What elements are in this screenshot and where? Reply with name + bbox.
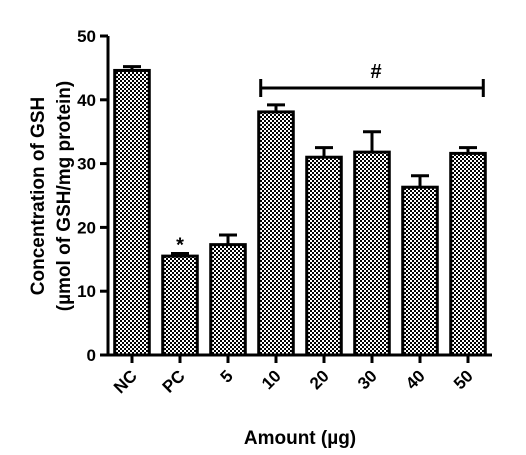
bar-5 xyxy=(209,243,247,357)
y-axis-title-line2: (µmol of GSH/mg protein) xyxy=(54,81,75,312)
bar-20 xyxy=(305,155,343,357)
y-tick-label: 50 xyxy=(77,27,96,46)
y-tick-label: 40 xyxy=(77,91,96,110)
x-tick-label-50: 50 xyxy=(450,366,477,393)
bar-10 xyxy=(257,110,295,357)
y-tick-label: 10 xyxy=(77,282,96,301)
y-axis-title: Concentration of GSH (µmol of GSH/mg pro… xyxy=(28,81,75,312)
bar-PC xyxy=(161,254,199,357)
significance-hash: # xyxy=(370,61,381,83)
x-tick-label-10: 10 xyxy=(258,366,285,393)
y-tick-label: 0 xyxy=(87,346,96,365)
y-tick-label: 30 xyxy=(77,155,96,174)
y-tick-label: 20 xyxy=(77,218,96,237)
annotations-group: *# xyxy=(176,61,485,257)
x-tick-label-30: 30 xyxy=(354,366,381,393)
bar-NC xyxy=(113,68,151,357)
significance-star: * xyxy=(176,235,184,257)
y-axis: 0 10 20 30 40 50 xyxy=(77,27,110,365)
bar-40 xyxy=(401,185,439,357)
x-tick-label-40: 40 xyxy=(402,366,429,393)
x-axis-title: Amount (µg) xyxy=(244,428,356,449)
error-bars-group xyxy=(123,65,477,257)
x-tick-label-NC: NC xyxy=(110,366,141,397)
y-axis-title-line1: Concentration of GSH xyxy=(28,97,49,295)
x-tick-label-20: 20 xyxy=(306,366,333,393)
bar-50 xyxy=(449,151,487,357)
x-axis: NC PC 5 10 20 30 40 50 xyxy=(106,353,492,397)
x-tick-label-5: 5 xyxy=(217,366,237,386)
bar-30 xyxy=(353,150,391,357)
x-tick-label-PC: PC xyxy=(159,366,189,396)
bars-group xyxy=(113,68,487,357)
